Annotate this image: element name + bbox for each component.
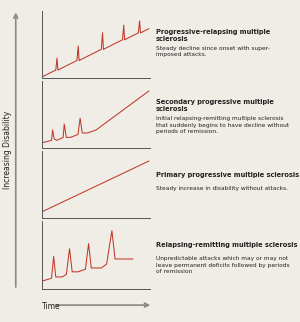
Text: Steady decline since onset with super-
imposed attacks.: Steady decline since onset with super- i… — [156, 46, 270, 58]
Text: Time: Time — [42, 302, 61, 311]
Text: Primary progressive multiple sclerosis: Primary progressive multiple sclerosis — [156, 172, 299, 178]
Text: Progressive-relapsing multiple sclerosis: Progressive-relapsing multiple sclerosis — [156, 29, 270, 42]
Text: Increasing Disability: Increasing Disability — [3, 110, 12, 189]
Text: Initial relapsing-remitting multiple sclerosis
that suddenly begins to have decl: Initial relapsing-remitting multiple scl… — [156, 116, 289, 134]
Text: Relapsing-remitting multiple sclerosis: Relapsing-remitting multiple sclerosis — [156, 242, 298, 248]
Text: Secondary progressive multiple sclerosis: Secondary progressive multiple sclerosis — [156, 99, 274, 111]
Text: Unpredictable attacks which may or may not
leave permanent deficits followed by : Unpredictable attacks which may or may n… — [156, 256, 290, 274]
Text: Steady increase in disability without attacks.: Steady increase in disability without at… — [156, 186, 288, 191]
